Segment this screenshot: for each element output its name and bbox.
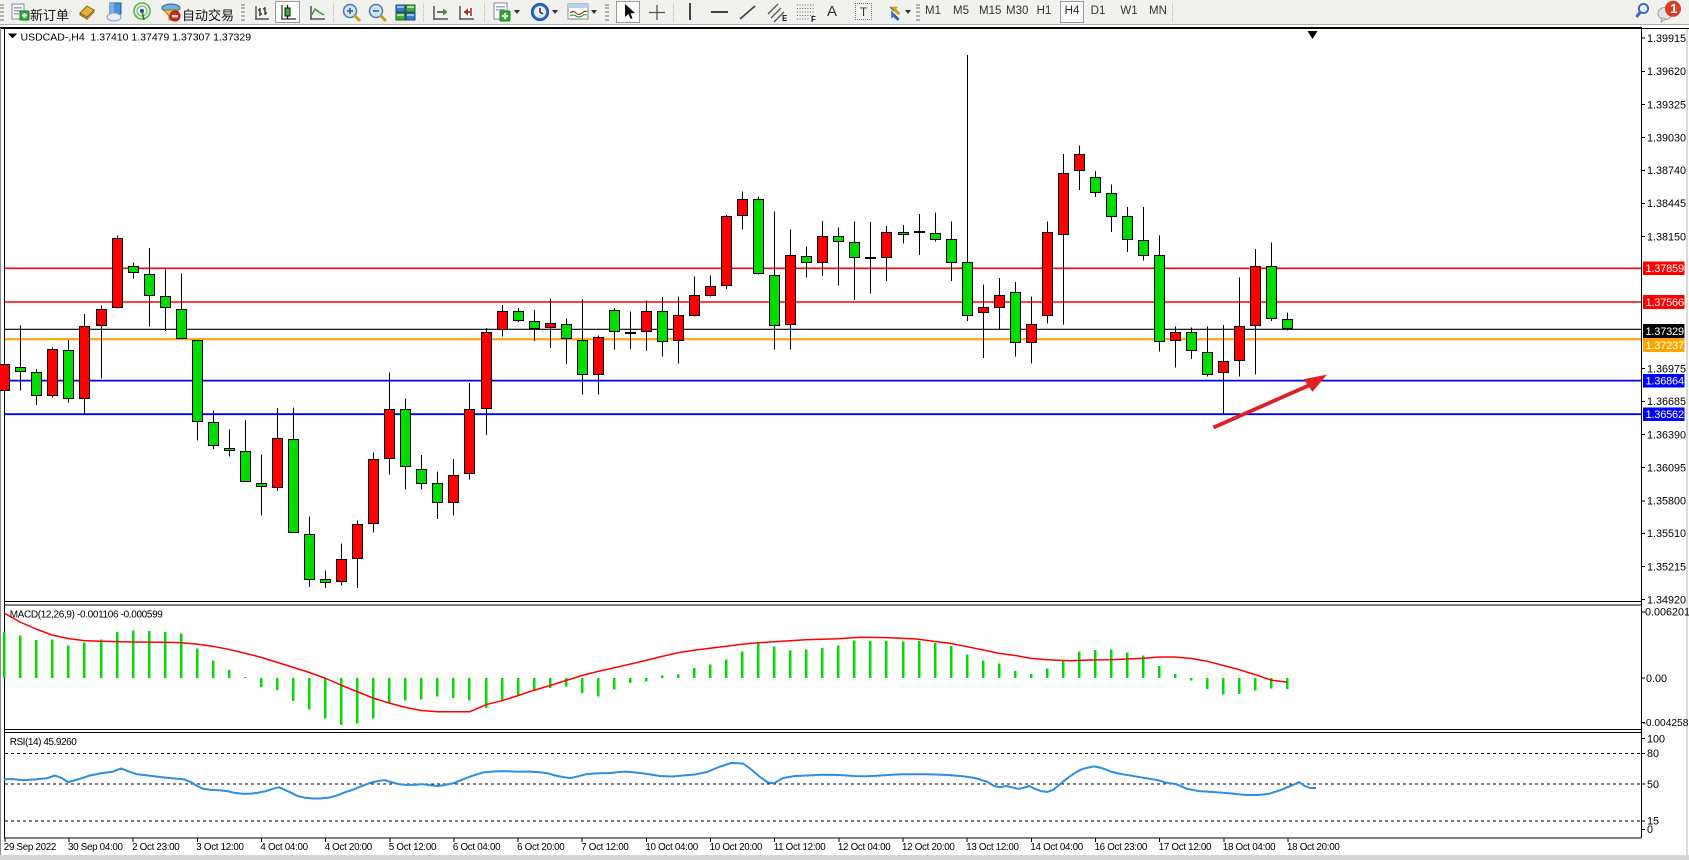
svg-text:1.37566: 1.37566 bbox=[1646, 297, 1684, 309]
svg-text:1.35215: 1.35215 bbox=[1647, 561, 1686, 573]
svg-text:10 Oct 20:00: 10 Oct 20:00 bbox=[710, 842, 763, 853]
svg-text:14 Oct 04:00: 14 Oct 04:00 bbox=[1030, 842, 1083, 853]
svg-text:1.34920: 1.34920 bbox=[1647, 595, 1686, 607]
svg-text:12 Oct 20:00: 12 Oct 20:00 bbox=[902, 842, 955, 853]
svg-text:F: F bbox=[811, 15, 816, 23]
svg-text:1.38740: 1.38740 bbox=[1647, 165, 1686, 177]
svg-text:17 Oct 12:00: 17 Oct 12:00 bbox=[1159, 842, 1212, 853]
svg-text:0: 0 bbox=[1647, 824, 1653, 836]
svg-text:1: 1 bbox=[1670, 1, 1677, 16]
svg-text:1.35800: 1.35800 bbox=[1647, 496, 1686, 508]
svg-text:1.39030: 1.39030 bbox=[1647, 133, 1686, 145]
svg-text:1.35510: 1.35510 bbox=[1647, 528, 1686, 540]
svg-text:1.36095: 1.36095 bbox=[1647, 462, 1686, 474]
svg-text:1.37237: 1.37237 bbox=[1646, 340, 1684, 352]
svg-text:18 Oct 20:00: 18 Oct 20:00 bbox=[1287, 842, 1340, 853]
svg-text:1.37329: 1.37329 bbox=[1646, 326, 1684, 338]
svg-text:10 Oct 04:00: 10 Oct 04:00 bbox=[645, 842, 698, 853]
svg-text:16 Oct 23:00: 16 Oct 23:00 bbox=[1095, 842, 1148, 853]
svg-text:80: 80 bbox=[1647, 748, 1659, 760]
svg-text:1.36864: 1.36864 bbox=[1646, 376, 1684, 388]
svg-text:100: 100 bbox=[1647, 733, 1665, 745]
svg-text:6 Oct 04:00: 6 Oct 04:00 bbox=[453, 842, 501, 853]
svg-text:E: E bbox=[782, 14, 788, 23]
svg-text:MACD(12,26,9) -0.001106 -0.000: MACD(12,26,9) -0.001106 -0.000599 bbox=[10, 610, 164, 621]
svg-text:7 Oct 12:00: 7 Oct 12:00 bbox=[581, 842, 629, 853]
svg-text:1.37859: 1.37859 bbox=[1646, 263, 1684, 275]
svg-text:5 Oct 12:00: 5 Oct 12:00 bbox=[389, 842, 437, 853]
svg-text:0.006201: 0.006201 bbox=[1645, 607, 1689, 619]
svg-text:0.00: 0.00 bbox=[1646, 673, 1667, 685]
svg-text:1.39620: 1.39620 bbox=[1647, 66, 1686, 78]
svg-text:-0.004258: -0.004258 bbox=[1643, 718, 1689, 729]
svg-text:1.39915: 1.39915 bbox=[1647, 33, 1686, 45]
svg-text:2 Oct 23:00: 2 Oct 23:00 bbox=[132, 842, 180, 853]
svg-text:3 Oct 12:00: 3 Oct 12:00 bbox=[196, 842, 244, 853]
svg-text:1.36685: 1.36685 bbox=[1647, 396, 1686, 408]
svg-text:USDCAD-,H4 1.37410 1.37479 1.: USDCAD-,H4 1.37410 1.37479 1.37307 1.373… bbox=[21, 31, 252, 43]
svg-text:1.38150: 1.38150 bbox=[1647, 231, 1686, 243]
svg-text:1.39325: 1.39325 bbox=[1647, 99, 1686, 111]
svg-text:11 Oct 12:00: 11 Oct 12:00 bbox=[774, 842, 827, 853]
svg-text:50: 50 bbox=[1647, 779, 1659, 791]
svg-text:1.36390: 1.36390 bbox=[1647, 429, 1686, 441]
svg-text:18 Oct 04:00: 18 Oct 04:00 bbox=[1223, 842, 1276, 853]
svg-text:4 Oct 20:00: 4 Oct 20:00 bbox=[325, 842, 373, 853]
svg-text:30 Sep 04:00: 30 Sep 04:00 bbox=[68, 842, 124, 853]
svg-text:1.36562: 1.36562 bbox=[1646, 409, 1684, 421]
svg-text:1.38445: 1.38445 bbox=[1647, 198, 1686, 210]
svg-text:12 Oct 04:00: 12 Oct 04:00 bbox=[838, 842, 891, 853]
svg-text:29 Sep 2022: 29 Sep 2022 bbox=[4, 842, 56, 853]
svg-text:13 Oct 12:00: 13 Oct 12:00 bbox=[966, 842, 1019, 853]
svg-text:1.36975: 1.36975 bbox=[1647, 364, 1686, 376]
svg-text:RSI(14) 45.9260: RSI(14) 45.9260 bbox=[10, 737, 78, 748]
svg-text:4 Oct 04:00: 4 Oct 04:00 bbox=[260, 842, 308, 853]
svg-text:15: 15 bbox=[1647, 816, 1659, 828]
svg-text:6 Oct 20:00: 6 Oct 20:00 bbox=[517, 842, 565, 853]
